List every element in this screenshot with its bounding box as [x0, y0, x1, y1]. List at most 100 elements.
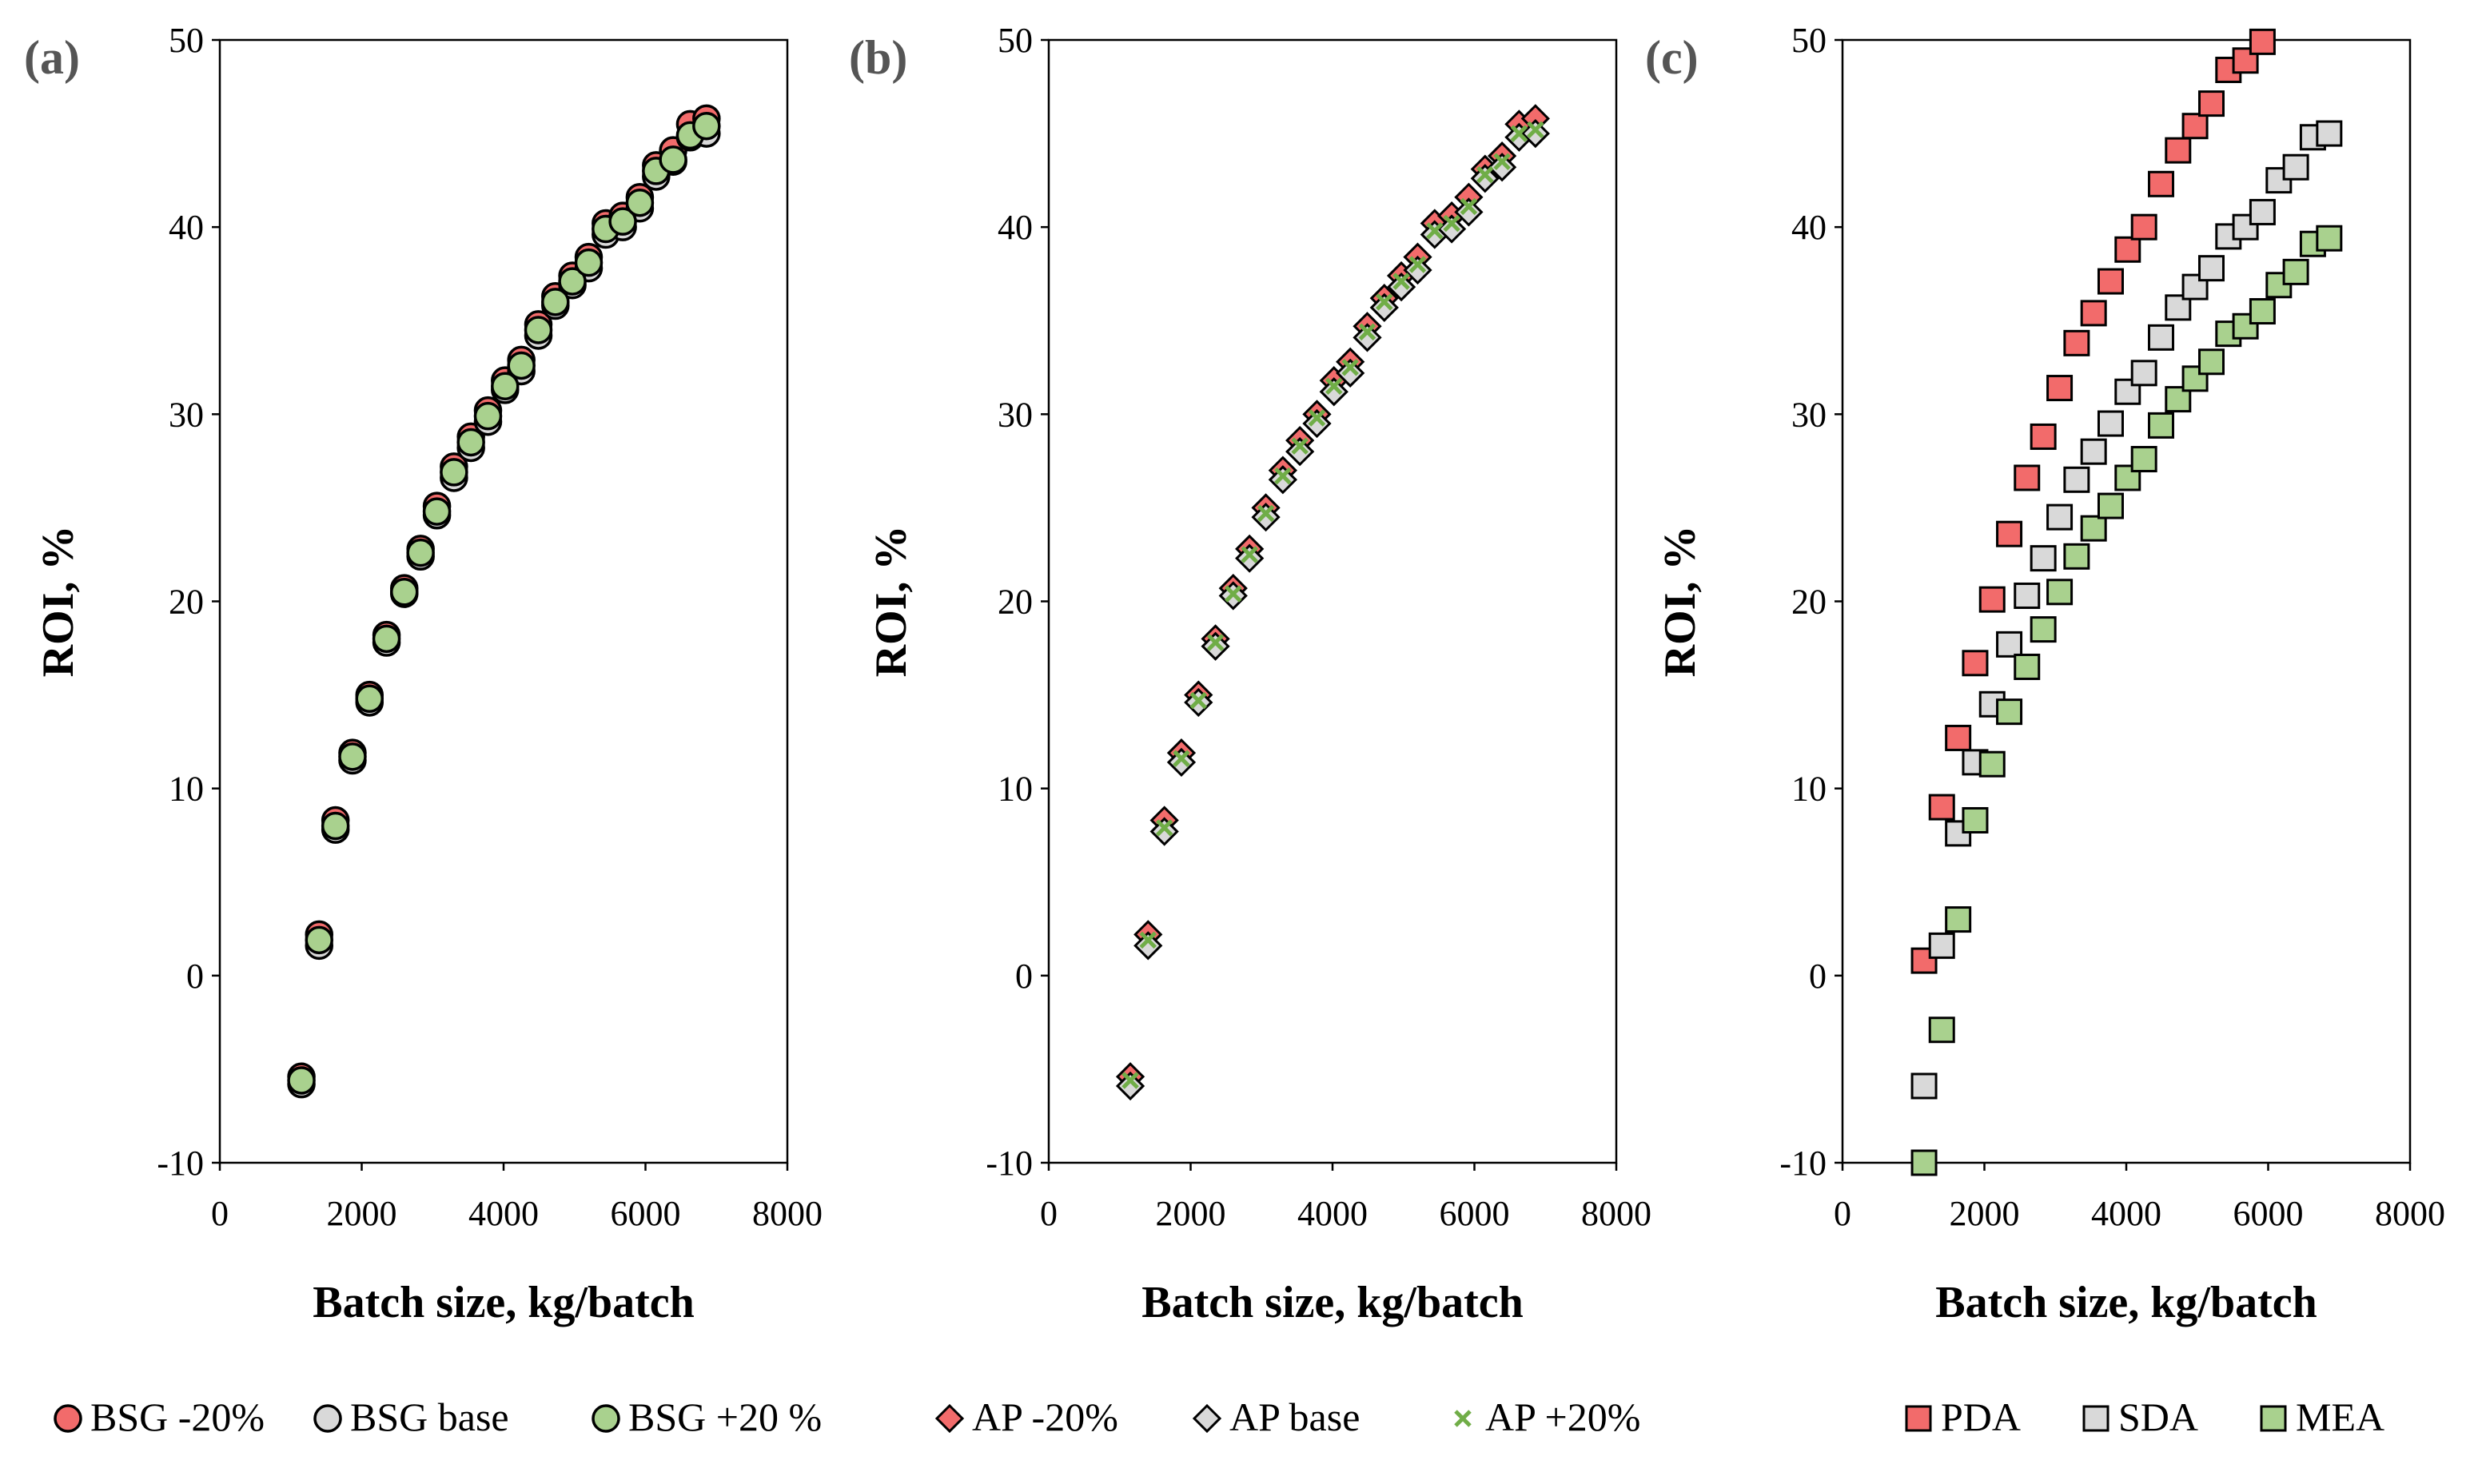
data-point [1376, 293, 1393, 311]
legend-entry: AP -20% [934, 1394, 1118, 1439]
x-tick-label: 8000 [2375, 1194, 2445, 1233]
data-point [2063, 466, 2090, 493]
data-point [1520, 118, 1550, 149]
legend-label: PDA [1941, 1394, 2021, 1439]
data-point [1945, 724, 1972, 751]
y-tick-label: 20 [1791, 583, 1827, 622]
data-point [608, 207, 637, 236]
legend-marker [1905, 1405, 1932, 1432]
y-tick-label: 10 [998, 770, 1033, 809]
data-point [1308, 409, 1326, 427]
data-point [692, 111, 721, 141]
x-tick-label: 6000 [611, 1194, 681, 1233]
x-tick-label: 4000 [1297, 1194, 1368, 1233]
data-point [2080, 438, 2107, 465]
data-point [1910, 1072, 1938, 1100]
data-point [390, 578, 419, 607]
data-point [1928, 932, 1955, 959]
data-point [2030, 616, 2057, 643]
data-point [541, 288, 570, 316]
data-point [558, 267, 587, 296]
y-tick-label: -10 [1779, 1144, 1827, 1183]
data-point [1476, 165, 1494, 184]
data-point [1206, 634, 1225, 651]
data-point [1928, 1017, 1955, 1044]
legend-marker [1192, 1403, 1222, 1434]
x-tick-label: 4000 [2091, 1194, 2161, 1233]
legend-label: BSG -20% [90, 1394, 265, 1439]
data-point [625, 188, 655, 217]
y-tick-label: 40 [998, 208, 1033, 247]
data-point [507, 351, 536, 380]
data-point [1291, 437, 1309, 455]
data-point [574, 248, 604, 277]
series-AP base [1115, 118, 1550, 1101]
legend-marker [1454, 1410, 1472, 1427]
data-point [1358, 323, 1376, 341]
legend-label: BSG +20 % [628, 1394, 822, 1439]
data-point [1285, 437, 1315, 467]
legend-label: AP base [1229, 1394, 1360, 1439]
data-point [2232, 213, 2259, 241]
data-point [2249, 298, 2276, 325]
data-point [1133, 931, 1163, 961]
y-tick-label: -10 [986, 1144, 1033, 1183]
legend-entry: BSG -20% [54, 1394, 265, 1439]
data-point [473, 401, 503, 431]
data-point [305, 925, 333, 955]
series-BSG +20 % [287, 111, 721, 1095]
data-point [1268, 465, 1297, 495]
x-tick-label: 2000 [1950, 1194, 2020, 1233]
data-point [2114, 236, 2141, 263]
legend-marker [313, 1404, 342, 1433]
data-point [321, 811, 350, 841]
y-tick-label: 10 [1791, 770, 1827, 809]
data-point [1436, 214, 1467, 244]
data-point [524, 316, 553, 344]
legend-entry: SDA [2082, 1394, 2198, 1439]
data-point [491, 372, 520, 400]
data-point [1319, 377, 1349, 407]
data-point [2063, 329, 2090, 356]
data-point [1403, 255, 1432, 285]
legend-marker [592, 1404, 620, 1433]
data-point [372, 624, 401, 654]
data-point [2249, 28, 2276, 55]
panel-label: (b) [849, 31, 907, 84]
y-tick-label: 20 [998, 583, 1033, 622]
plot-area-frame [1047, 38, 1618, 1164]
data-point [2014, 653, 2041, 680]
legend-entry: PDA [1905, 1394, 2021, 1439]
y-tick-label: 50 [169, 21, 204, 60]
data-point [1978, 586, 2006, 613]
data-point [1386, 272, 1416, 302]
data-point [2147, 412, 2174, 439]
y-tick-label: 50 [1791, 21, 1827, 60]
data-point [406, 538, 435, 567]
x-tick-label: 2000 [1156, 1194, 1226, 1233]
y-tick-label: 40 [1791, 208, 1827, 247]
data-point [1224, 585, 1242, 603]
legend-label: BSG base [350, 1394, 509, 1439]
data-point [1910, 1149, 1938, 1176]
data-point [2130, 446, 2157, 473]
data-point [2147, 170, 2174, 197]
data-point [2030, 423, 2057, 450]
data-point [2181, 113, 2209, 140]
data-point [2046, 375, 2074, 402]
data-point [2198, 255, 2225, 282]
data-point [2316, 225, 2343, 252]
data-point [2147, 324, 2174, 351]
y-tick-label: 30 [998, 395, 1033, 434]
data-point [1341, 359, 1359, 376]
data-point [2080, 300, 2107, 327]
data-point [338, 742, 367, 771]
panel-label: (c) [1645, 31, 1699, 84]
data-point [1408, 256, 1427, 273]
y-tick-label: 20 [169, 583, 204, 622]
data-point [1201, 631, 1230, 661]
data-point [2130, 360, 2157, 387]
legend-marker [54, 1404, 82, 1433]
